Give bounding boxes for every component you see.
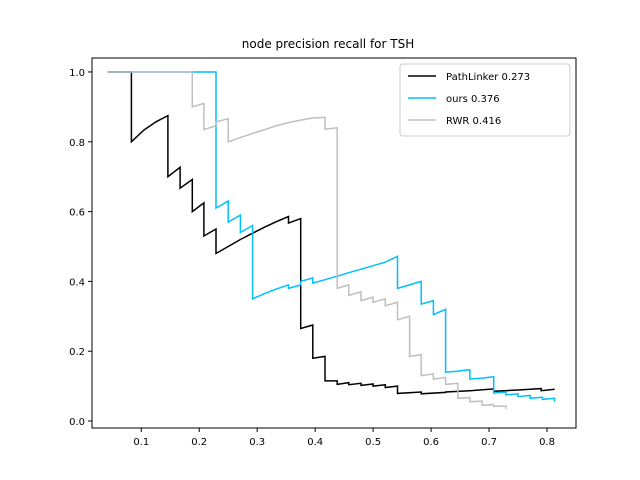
- y-tick-label: 0.6: [69, 208, 85, 219]
- y-tick-label: 1.0: [69, 68, 85, 79]
- x-tick-label: 0.4: [307, 437, 323, 448]
- x-tick-label: 0.1: [133, 437, 149, 448]
- x-tick-label: 0.7: [481, 437, 497, 448]
- series-line-2: [107, 71, 556, 402]
- legend-label: RWR 0.416: [446, 116, 501, 127]
- y-axis: 0.0 0.2 0.4 0.6 0.8 1.0: [69, 68, 92, 428]
- series-line-1: [107, 71, 555, 395]
- series-line-3: [107, 71, 507, 409]
- y-tick-label: 0.4: [69, 277, 85, 288]
- x-tick-label: 0.2: [191, 437, 207, 448]
- legend: PathLinker 0.273 ours 0.376 RWR 0.416: [399, 63, 571, 137]
- chart-title: node precision recall for TSH: [242, 37, 414, 51]
- plot-area: 0.1 0.2 0.3 0.4 0.5 0.6 0.7 0.8 0.0 0.2 0.4 0.6 0.8…: [69, 57, 577, 448]
- legend-label: ours 0.376: [446, 94, 500, 105]
- legend-box: [399, 63, 571, 137]
- axes-frame: [91, 57, 577, 429]
- y-tick-label: 0.0: [69, 417, 85, 428]
- y-tick-label: 0.2: [69, 347, 85, 358]
- x-axis: 0.1 0.2 0.3 0.4 0.5 0.6 0.7 0.8: [133, 428, 555, 448]
- x-tick-label: 0.8: [539, 437, 555, 448]
- y-tick-label: 0.8: [69, 138, 85, 149]
- legend-label: PathLinker 0.273: [446, 72, 530, 83]
- x-tick-label: 0.3: [249, 437, 265, 448]
- x-tick-label: 0.5: [365, 437, 381, 448]
- series-layer: [107, 71, 556, 409]
- x-tick-label: 0.6: [423, 437, 439, 448]
